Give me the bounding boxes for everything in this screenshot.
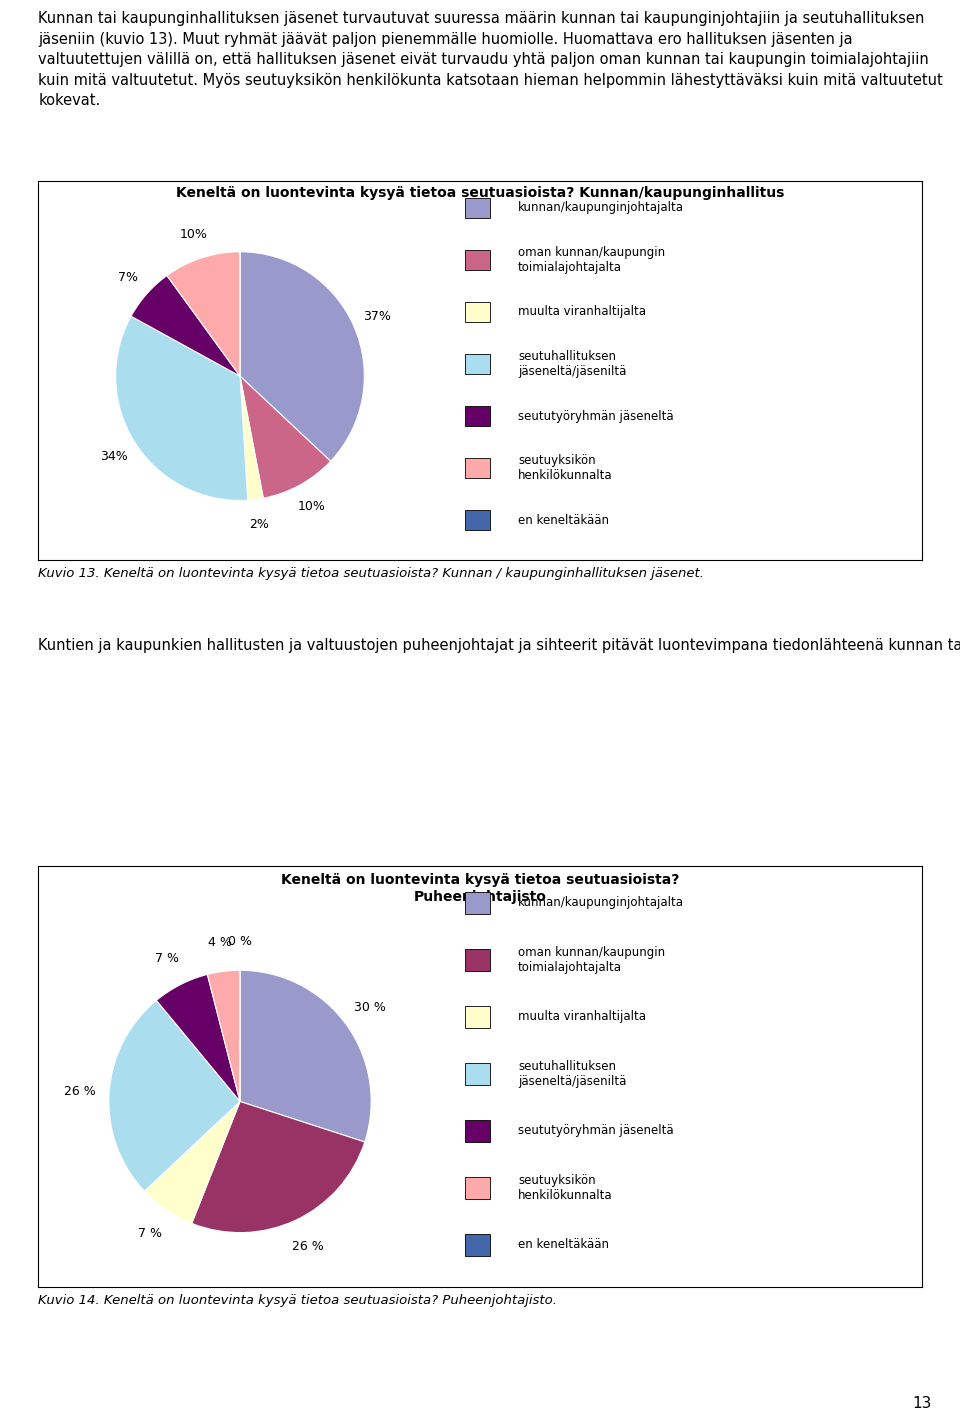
Bar	[465, 1234, 491, 1255]
Wedge shape	[240, 252, 365, 462]
Text: 10%: 10%	[180, 228, 207, 241]
Bar	[465, 892, 491, 913]
Text: oman kunnan/kaupungin
toimialajohtajalta: oman kunnan/kaupungin toimialajohtajalta	[518, 245, 665, 274]
Text: 26 %: 26 %	[64, 1084, 96, 1097]
Bar	[465, 406, 491, 426]
Text: en keneltäkään: en keneltäkään	[518, 514, 609, 527]
Bar	[465, 1177, 491, 1198]
Text: 4 %: 4 %	[208, 936, 232, 949]
Text: seutuyksikön
henkilökunnalta: seutuyksikön henkilökunnalta	[518, 455, 612, 482]
Wedge shape	[156, 975, 240, 1102]
Text: seututyöryhmän jäseneltä: seututyöryhmän jäseneltä	[518, 1124, 674, 1137]
Text: Keneltä on luontevinta kysyä tietoa seutuasioista?
Puheenjohtajisto: Keneltä on luontevinta kysyä tietoa seut…	[281, 872, 679, 903]
Wedge shape	[207, 970, 240, 1102]
Wedge shape	[240, 970, 372, 1141]
Text: kunnan/kaupunginjohtajalta: kunnan/kaupunginjohtajalta	[518, 201, 684, 214]
Wedge shape	[192, 1102, 365, 1233]
Wedge shape	[115, 316, 248, 500]
Text: 7%: 7%	[118, 271, 138, 284]
Text: seutuhallituksen
jäseneltä/jäseniltä: seutuhallituksen jäseneltä/jäseniltä	[518, 1060, 626, 1087]
Text: muulta viranhaltijalta: muulta viranhaltijalta	[518, 1010, 646, 1023]
Text: Kunnan tai kaupunginhallituksen jäsenet turvautuvat suuressa määrin kunnan tai k: Kunnan tai kaupunginhallituksen jäsenet …	[38, 11, 943, 108]
Text: seutuyksikön
henkilökunnalta: seutuyksikön henkilökunnalta	[518, 1174, 612, 1201]
Text: muulta viranhaltijalta: muulta viranhaltijalta	[518, 305, 646, 318]
Bar	[465, 302, 491, 322]
Text: 13: 13	[912, 1396, 931, 1411]
Wedge shape	[240, 376, 263, 500]
Wedge shape	[240, 376, 330, 499]
Text: Kuvio 14. Keneltä on luontevinta kysyä tietoa seutuasioista? Puheenjohtajisto.: Kuvio 14. Keneltä on luontevinta kysyä t…	[38, 1294, 558, 1307]
Bar	[465, 949, 491, 970]
Text: 10%: 10%	[298, 500, 325, 513]
Text: 37%: 37%	[363, 311, 391, 323]
Text: Kuvio 13. Keneltä on luontevinta kysyä tietoa seutuasioista? Kunnan / kaupunginh: Kuvio 13. Keneltä on luontevinta kysyä t…	[38, 567, 705, 580]
Bar	[465, 510, 491, 530]
Text: seututyöryhmän jäseneltä: seututyöryhmän jäseneltä	[518, 409, 674, 422]
Text: 7 %: 7 %	[138, 1227, 162, 1240]
Wedge shape	[144, 1102, 240, 1224]
Text: kunnan/kaupunginjohtajalta: kunnan/kaupunginjohtajalta	[518, 896, 684, 909]
Bar	[465, 1120, 491, 1141]
Text: Kuntien ja kaupunkien hallitusten ja valtuustojen puheenjohtajat ja sihteerit pi: Kuntien ja kaupunkien hallitusten ja val…	[38, 638, 960, 654]
Wedge shape	[167, 252, 240, 376]
Text: 34%: 34%	[100, 449, 128, 463]
Text: 7 %: 7 %	[156, 952, 180, 965]
Text: seutuhallituksen
jäseneltä/jäseniltä: seutuhallituksen jäseneltä/jäseniltä	[518, 351, 626, 378]
Bar	[465, 457, 491, 479]
Bar	[465, 1063, 491, 1084]
Bar	[465, 249, 491, 269]
Wedge shape	[108, 1000, 240, 1191]
Text: en keneltäkään: en keneltäkään	[518, 1238, 609, 1251]
Text: 0 %: 0 %	[228, 935, 252, 948]
Bar	[465, 1006, 491, 1027]
Text: 30 %: 30 %	[353, 1000, 385, 1015]
Text: 26 %: 26 %	[292, 1240, 324, 1253]
Text: 2%: 2%	[249, 517, 269, 530]
Text: Keneltä on luontevinta kysyä tietoa seutuasioista? Kunnan/kaupunginhallitus: Keneltä on luontevinta kysyä tietoa seut…	[176, 187, 784, 201]
Wedge shape	[132, 275, 240, 376]
Bar	[465, 353, 491, 373]
Bar	[465, 198, 491, 218]
Text: oman kunnan/kaupungin
toimialajohtajalta: oman kunnan/kaupungin toimialajohtajalta	[518, 946, 665, 973]
